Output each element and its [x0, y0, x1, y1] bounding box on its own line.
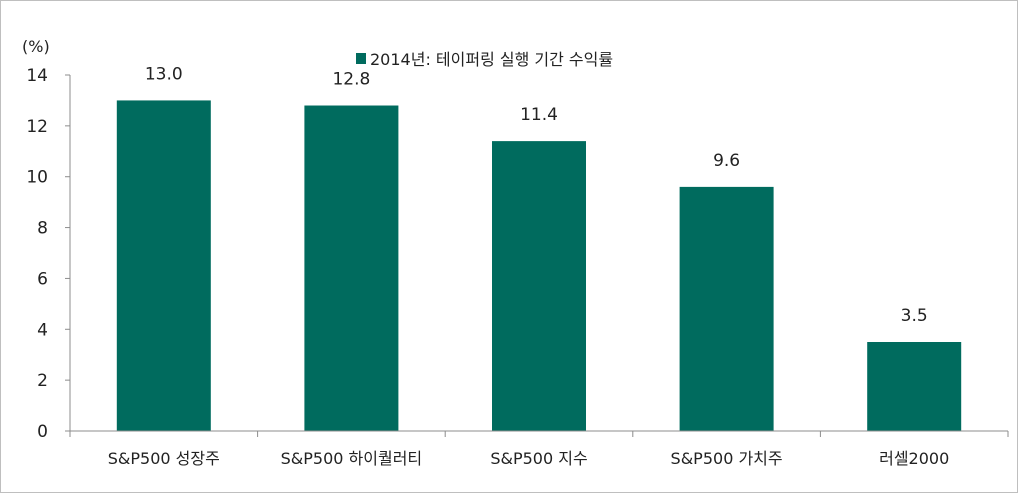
- bars: [116, 100, 962, 431]
- legend-label: 2014년: 테이퍼링 실행 기간 수익률: [370, 50, 613, 69]
- legend-swatch: [356, 53, 366, 64]
- data-label: 12.8: [332, 70, 370, 90]
- y-tick-label: 6: [37, 269, 48, 289]
- data-label: 11.4: [520, 105, 558, 125]
- bar: [116, 100, 211, 431]
- bar: [304, 105, 399, 431]
- x-category-label: S&P500 지수: [490, 449, 587, 468]
- x-category-label: S&P500 성장주: [108, 449, 220, 468]
- y-tick-label: 10: [26, 168, 48, 188]
- x-category-label: 러셀2000: [879, 449, 949, 468]
- data-label: 9.6: [713, 151, 740, 171]
- x-axis: S&P500 성장주 S&P500 하이퀄러티 S&P500 지수 S&P500 가치…: [69, 430, 1009, 468]
- y-tick-label: 12: [26, 117, 48, 137]
- bar: [492, 141, 586, 431]
- y-tick-label: 14: [26, 66, 48, 86]
- y-tick-label: 4: [37, 320, 48, 340]
- data-label: 3.5: [901, 306, 928, 326]
- data-labels: 13.0 12.8 11.4 9.6 3.5: [145, 64, 928, 326]
- y-tick-label: 8: [37, 219, 48, 239]
- x-category-label: S&P500 하이퀄러티: [281, 449, 423, 468]
- y-axis: 0 2 4 6 8 10 12 14: [26, 66, 71, 442]
- legend: 2014년: 테이퍼링 실행 기간 수익률: [356, 50, 613, 69]
- bar: [867, 342, 962, 431]
- y-tick-label: 2: [37, 371, 48, 391]
- bar: [679, 186, 774, 431]
- y-unit-label: (%): [22, 37, 50, 56]
- data-label: 13.0: [145, 64, 183, 84]
- x-category-label: S&P500 가치주: [671, 449, 783, 468]
- y-tick-label: 0: [37, 422, 48, 442]
